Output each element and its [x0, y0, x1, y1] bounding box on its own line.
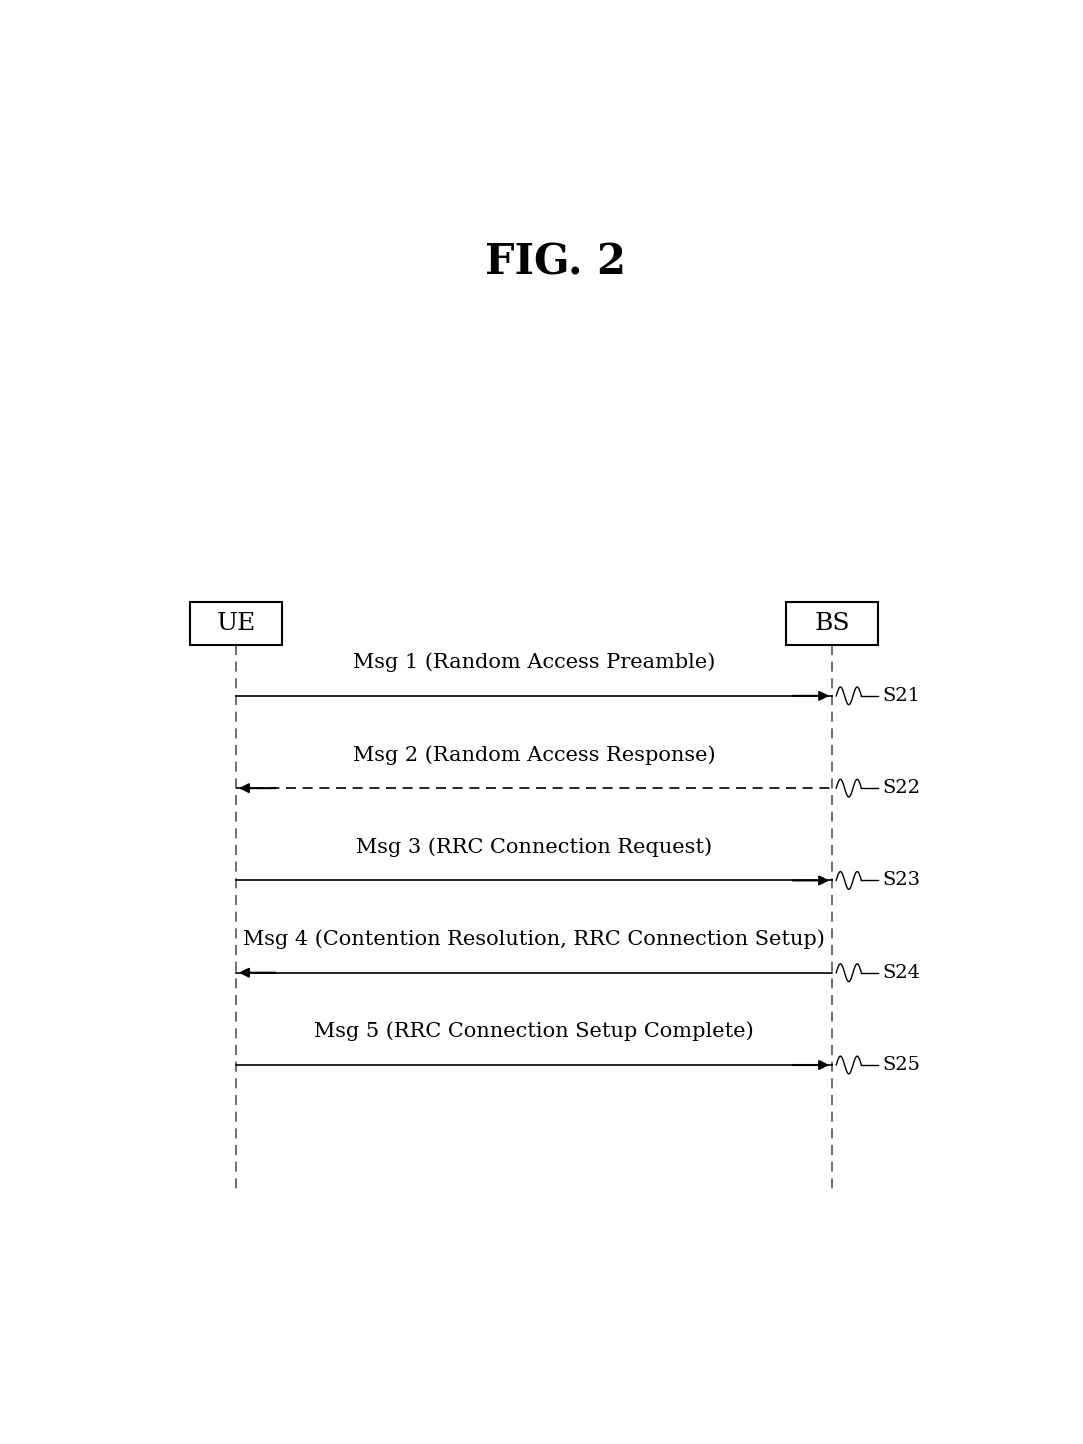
Text: UE: UE	[217, 612, 256, 635]
Bar	[190, 602, 283, 644]
Text: Msg 2 (Random Access Response): Msg 2 (Random Access Response)	[353, 745, 716, 765]
Text: S22: S22	[883, 780, 921, 797]
Text: Msg 4 (Contention Resolution, RRC Connection Setup): Msg 4 (Contention Resolution, RRC Connec…	[243, 930, 825, 949]
Text: S21: S21	[883, 687, 921, 705]
Text: Msg 1 (Random Access Preamble): Msg 1 (Random Access Preamble)	[353, 653, 715, 673]
Text: S25: S25	[883, 1056, 921, 1074]
Text: FIG. 2: FIG. 2	[484, 241, 626, 283]
Text: S24: S24	[883, 963, 921, 982]
Bar	[786, 602, 878, 644]
Text: Msg 5 (RRC Connection Setup Complete): Msg 5 (RRC Connection Setup Complete)	[314, 1022, 754, 1041]
Text: S23: S23	[883, 871, 921, 890]
Text: Msg 3 (RRC Connection Request): Msg 3 (RRC Connection Request)	[356, 838, 713, 856]
Text: BS: BS	[814, 612, 850, 635]
